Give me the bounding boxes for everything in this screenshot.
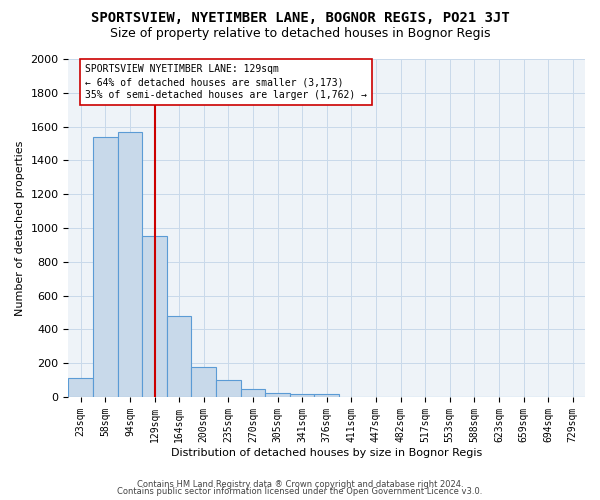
X-axis label: Distribution of detached houses by size in Bognor Regis: Distribution of detached houses by size … (171, 448, 482, 458)
Text: Size of property relative to detached houses in Bognor Regis: Size of property relative to detached ho… (110, 28, 490, 40)
Bar (314, 394, 339, 397)
Bar (216, 380, 241, 397)
Text: Contains public sector information licensed under the Open Government Licence v3: Contains public sector information licen… (118, 487, 482, 496)
Bar (191, 366, 216, 397)
Bar (265, 392, 290, 397)
Bar (68, 378, 93, 397)
Bar (290, 394, 314, 397)
Bar (142, 236, 167, 397)
Y-axis label: Number of detached properties: Number of detached properties (15, 140, 25, 316)
Bar (167, 316, 191, 397)
Bar (93, 136, 118, 397)
Bar (118, 132, 142, 397)
Text: Contains HM Land Registry data ® Crown copyright and database right 2024.: Contains HM Land Registry data ® Crown c… (137, 480, 463, 489)
Text: SPORTSVIEW NYETIMBER LANE: 129sqm
← 64% of detached houses are smaller (3,173)
3: SPORTSVIEW NYETIMBER LANE: 129sqm ← 64% … (85, 64, 367, 100)
Bar (241, 390, 265, 397)
Text: SPORTSVIEW, NYETIMBER LANE, BOGNOR REGIS, PO21 3JT: SPORTSVIEW, NYETIMBER LANE, BOGNOR REGIS… (91, 11, 509, 25)
